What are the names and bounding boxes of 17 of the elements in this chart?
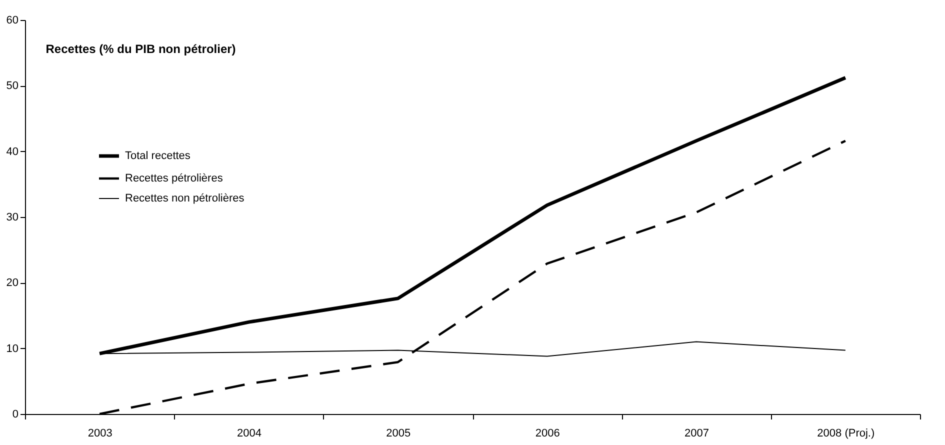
y-tick-label: 30 xyxy=(6,212,18,224)
y-tick-label: 10 xyxy=(6,342,18,355)
x-tick-label: 2007 xyxy=(684,428,709,440)
x-tick-label: 2005 xyxy=(386,428,411,440)
legend-label: Recettes non pétrolières xyxy=(125,192,245,204)
y-tick-label: 50 xyxy=(6,80,18,92)
legend-label: Recettes pétrolières xyxy=(125,172,224,184)
x-tick-label: 2003 xyxy=(88,428,112,440)
x-tick-label: 2004 xyxy=(237,428,262,440)
legend-label: Total recettes xyxy=(125,150,191,162)
text: Recettes (% du PIB non pétrolier) xyxy=(46,42,236,56)
x-tick-label: 2006 xyxy=(535,428,560,440)
x-tick-label: 2008 (Proj.) xyxy=(817,428,875,440)
y-tick-label: 40 xyxy=(6,146,18,158)
y-tick-label: 20 xyxy=(6,277,18,290)
y-tick-label: 0 xyxy=(12,408,18,420)
y-tick-label: 60 xyxy=(6,14,18,26)
